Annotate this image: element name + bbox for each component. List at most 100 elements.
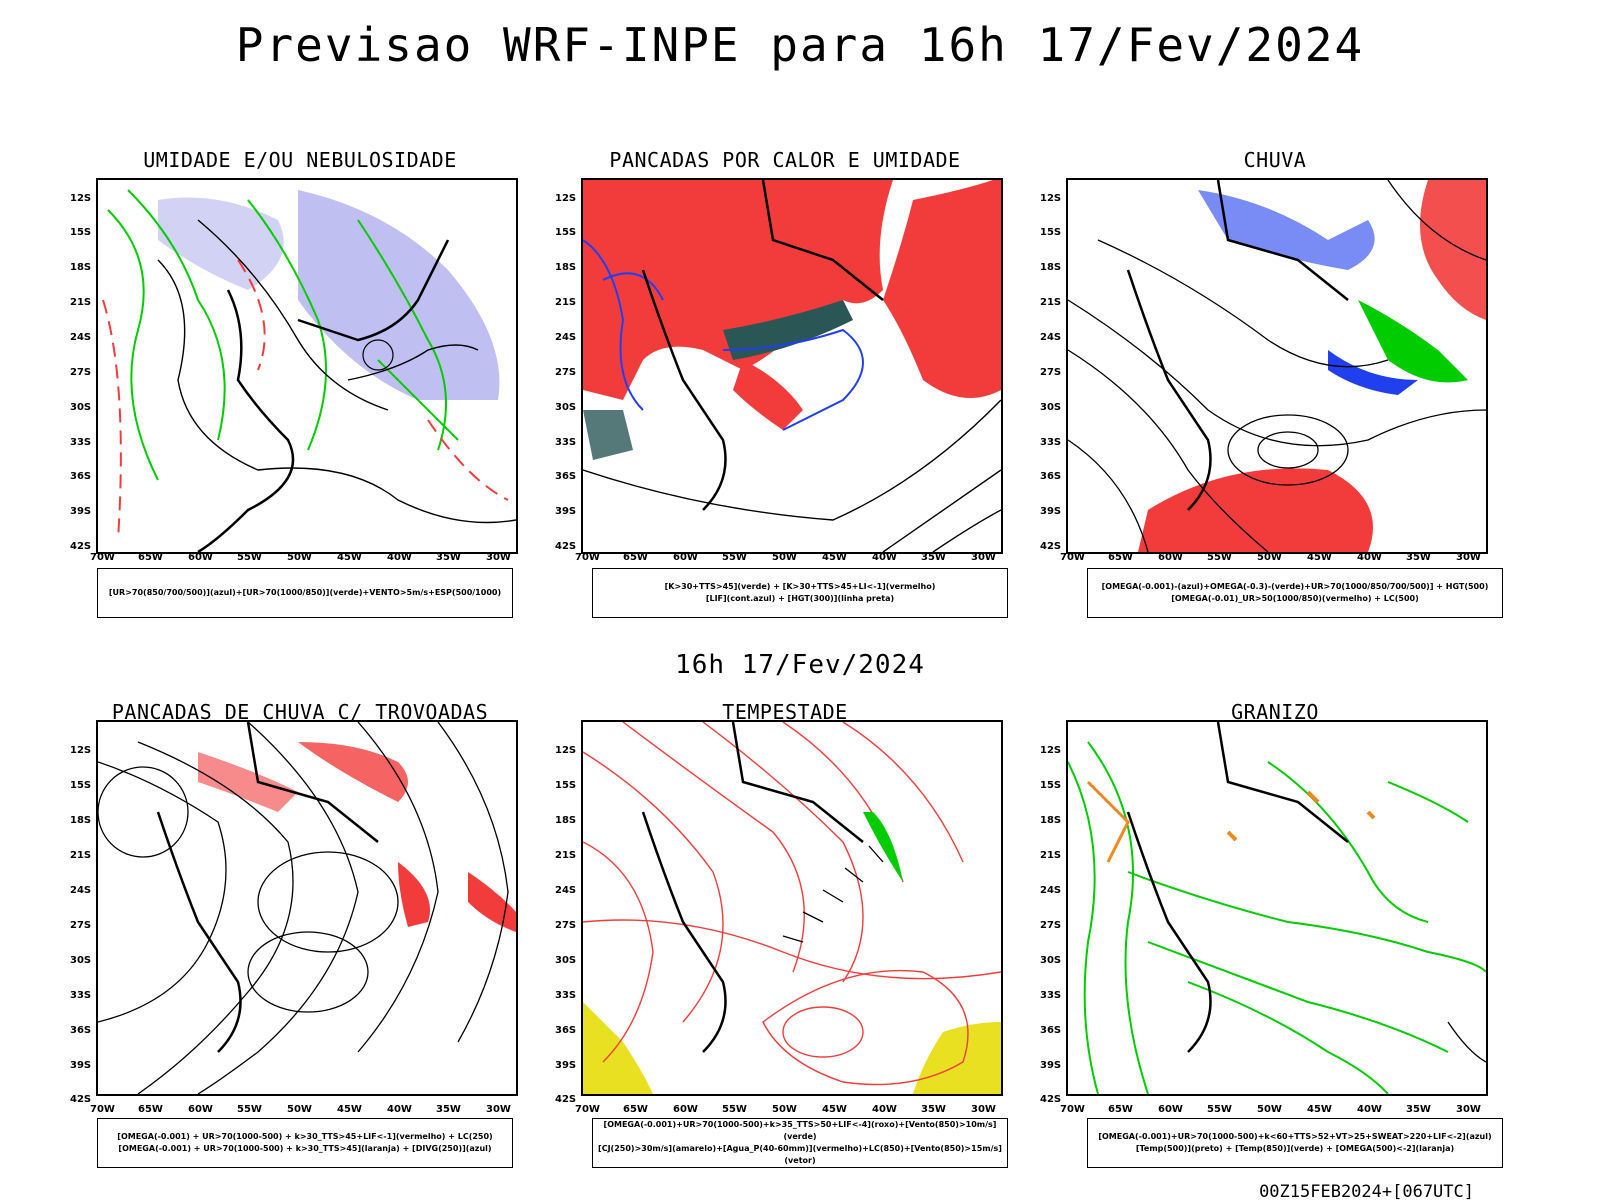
lat-label: 33S <box>555 990 577 1001</box>
lat-label: 36S <box>1040 471 1062 482</box>
lat-label: 21S <box>555 850 577 861</box>
legend-hail: [OMEGA(-0.001)+UR>70(1000-500)+k<60+TTS>… <box>1087 1118 1503 1168</box>
run-timestamp: 00Z15FEB2024+[067UTC] <box>1259 1182 1474 1202</box>
lon-label: 35W <box>436 1104 461 1115</box>
lon-label: 65W <box>138 552 163 563</box>
lat-label: 24S <box>555 332 577 343</box>
lon-label: 70W <box>90 1104 115 1115</box>
lat-label: 24S <box>555 885 577 896</box>
legend-line: [Temp(500)](preto) + [Temp(850)](verde) … <box>1135 1144 1455 1153</box>
lon-label: 55W <box>1207 552 1232 563</box>
lat-label: 30S <box>70 955 92 966</box>
lat-label: 42S <box>1040 1094 1062 1105</box>
lat-label: 18S <box>1040 815 1062 826</box>
lat-label: 21S <box>70 297 92 308</box>
legend-line: [OMEGA(-0.001)+UR>70(1000-500)+k<60+TTS>… <box>1098 1132 1492 1141</box>
lat-label: 12S <box>1040 745 1062 756</box>
lat-label: 12S <box>555 193 577 204</box>
map-thunderstorm-showers <box>96 720 518 1096</box>
lat-label: 15S <box>70 227 92 238</box>
panel-title-heat-showers: PANCADAS POR CALOR E UMIDADE <box>609 148 961 172</box>
lat-label: 36S <box>1040 1025 1062 1036</box>
lon-label: 70W <box>575 552 600 563</box>
lon-label: 55W <box>237 552 262 563</box>
lon-label: 55W <box>237 1104 262 1115</box>
lon-label: 35W <box>436 552 461 563</box>
lat-label: 18S <box>555 815 577 826</box>
lat-label: 18S <box>1040 262 1062 273</box>
lon-label: 30W <box>971 1104 996 1115</box>
lat-label: 30S <box>1040 955 1062 966</box>
lat-label: 30S <box>1040 402 1062 413</box>
forecast-time-label: 16h 17/Fev/2024 <box>675 650 925 680</box>
lon-label: 40W <box>387 1104 412 1115</box>
lat-label: 42S <box>70 541 92 552</box>
lat-label: 15S <box>555 227 577 238</box>
lat-label: 27S <box>1040 367 1062 378</box>
lon-label: 35W <box>1406 1104 1431 1115</box>
lon-label: 40W <box>1357 552 1382 563</box>
lat-label: 24S <box>70 332 92 343</box>
lon-label: 50W <box>287 1104 312 1115</box>
lat-label: 33S <box>1040 990 1062 1001</box>
lat-label: 15S <box>70 780 92 791</box>
lon-label: 70W <box>90 552 115 563</box>
lat-label: 39S <box>1040 1060 1062 1071</box>
lon-label: 60W <box>673 1104 698 1115</box>
legend-line: [K>30+TTS>45](verde) + [K>30+TTS>45+LI<-… <box>664 582 936 591</box>
lat-label: 21S <box>1040 850 1062 861</box>
lon-label: 55W <box>722 1104 747 1115</box>
lon-label: 65W <box>623 552 648 563</box>
lon-label: 45W <box>337 1104 362 1115</box>
legend-storm: [OMEGA(-0.001)+UR>70(1000-500)+k>35_TTS>… <box>592 1118 1008 1168</box>
lon-label: 60W <box>188 552 213 563</box>
lat-label: 33S <box>1040 437 1062 448</box>
lon-label: 50W <box>1257 1104 1282 1115</box>
map-humidity <box>96 178 518 554</box>
lat-label: 36S <box>555 1025 577 1036</box>
lat-label: 30S <box>555 402 577 413</box>
legend-line: [CJ(250)>30m/s](amarelo)+[Agua_P(40-60mm… <box>598 1144 1002 1165</box>
lat-label: 21S <box>555 297 577 308</box>
lat-label: 12S <box>70 193 92 204</box>
legend-line: [OMEGA(-0.001)-(azul)+OMEGA(-0.3)-(verde… <box>1101 582 1489 591</box>
lat-label: 21S <box>70 850 92 861</box>
lat-label: 24S <box>1040 332 1062 343</box>
lat-label: 39S <box>555 1060 577 1071</box>
lat-label: 42S <box>1040 541 1062 552</box>
lon-label: 65W <box>1108 1104 1133 1115</box>
lat-label: 12S <box>1040 193 1062 204</box>
lon-label: 70W <box>1060 552 1085 563</box>
map-rain <box>1066 178 1488 554</box>
legend-thunderstorm-showers: [OMEGA(-0.001) + UR>70(1000-500) + k>30_… <box>97 1118 513 1168</box>
legend-line: [OMEGA(-0.001) + UR>70(1000-500) + k>30_… <box>117 1132 493 1141</box>
lat-label: 33S <box>555 437 577 448</box>
lat-label: 27S <box>1040 920 1062 931</box>
main-title: Previsao WRF-INPE para 16h 17/Fev/2024 <box>235 18 1365 72</box>
legend-line: [OMEGA(-0.001)+UR>70(1000-500)+k>35_TTS>… <box>603 1120 997 1141</box>
panel-title-humidity: UMIDADE E/OU NEBULOSIDADE <box>143 148 457 172</box>
lat-label: 18S <box>70 262 92 273</box>
lat-label: 36S <box>555 471 577 482</box>
lat-label: 15S <box>1040 780 1062 791</box>
lat-label: 24S <box>70 885 92 896</box>
lon-label: 30W <box>1456 552 1481 563</box>
lat-label: 39S <box>555 506 577 517</box>
lat-label: 18S <box>555 262 577 273</box>
lat-label: 27S <box>70 920 92 931</box>
lat-label: 33S <box>70 437 92 448</box>
lon-label: 45W <box>822 552 847 563</box>
legend-heat-showers: [K>30+TTS>45](verde) + [K>30+TTS>45+LI<-… <box>592 568 1008 618</box>
legend-line: [UR>70(850/700/500)](azul)+[UR>70(1000/8… <box>108 588 502 597</box>
lon-label: 40W <box>872 1104 897 1115</box>
lat-label: 42S <box>70 1094 92 1105</box>
lon-label: 45W <box>1307 1104 1332 1115</box>
lon-label: 40W <box>387 552 412 563</box>
lon-label: 55W <box>1207 1104 1232 1115</box>
lat-label: 42S <box>555 1094 577 1105</box>
panel-title-rain: CHUVA <box>1243 148 1307 172</box>
legend-rain: [OMEGA(-0.001)-(azul)+OMEGA(-0.3)-(verde… <box>1087 568 1503 618</box>
lon-label: 65W <box>623 1104 648 1115</box>
lat-label: 36S <box>70 471 92 482</box>
lat-label: 39S <box>1040 506 1062 517</box>
